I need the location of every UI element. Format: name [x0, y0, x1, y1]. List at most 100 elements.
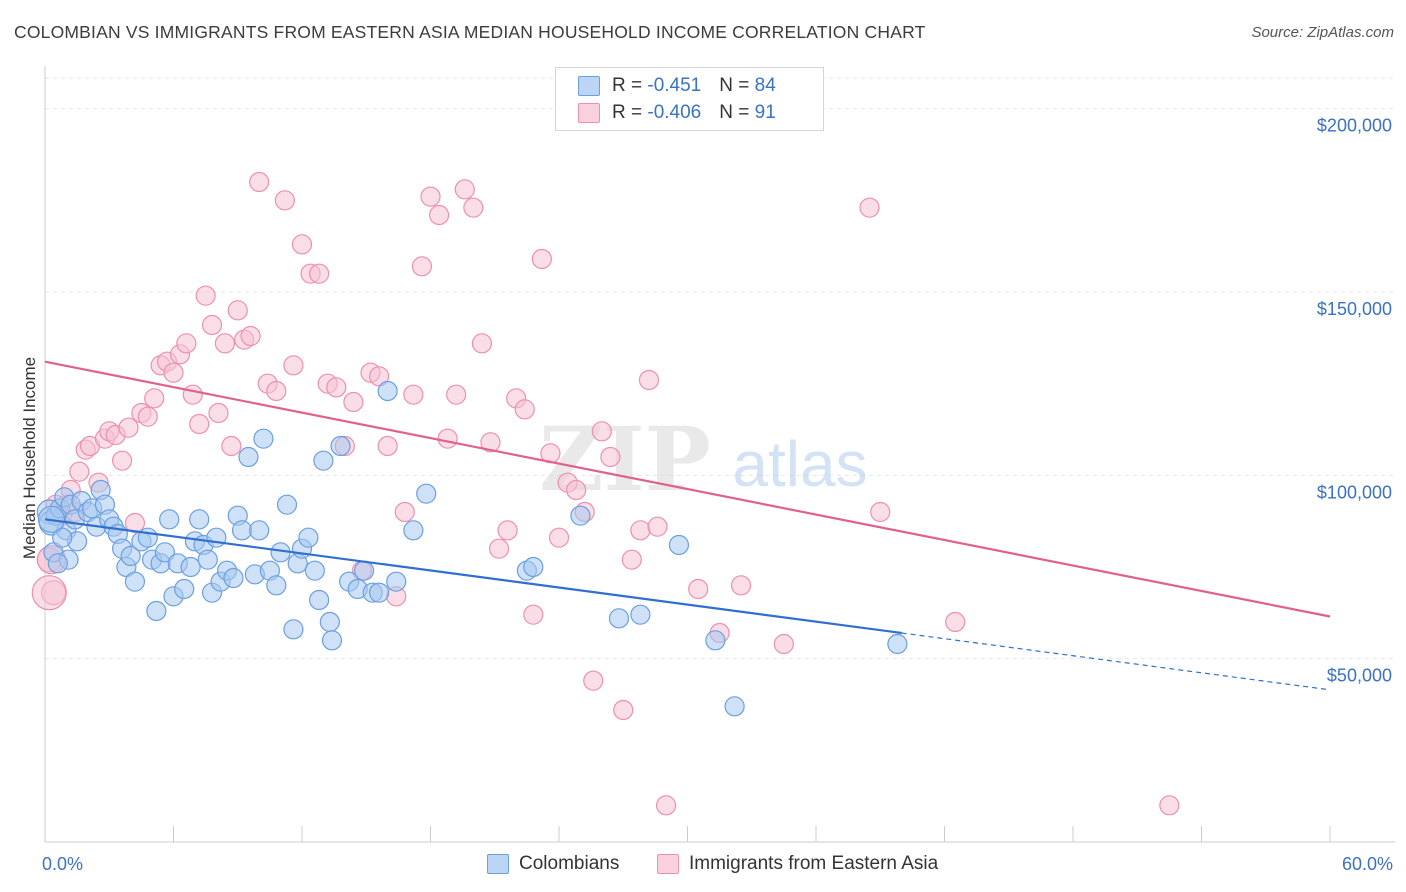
colombians-point	[705, 630, 726, 651]
immigrants-point	[591, 421, 612, 442]
colombians-point	[180, 556, 201, 578]
r-value: -0.451	[647, 75, 702, 96]
colombians-point	[298, 527, 319, 548]
immigrants-point	[870, 501, 891, 523]
immigrants-point	[69, 461, 90, 482]
colombians-point	[313, 450, 334, 471]
colombians-point	[321, 630, 343, 651]
watermark-atlas: atlas	[732, 428, 867, 500]
immigrants-point	[118, 417, 139, 438]
immigrants-point	[214, 333, 235, 354]
immigrants-point	[630, 520, 651, 541]
colombians-point	[354, 560, 375, 581]
immigrants-point	[249, 171, 270, 193]
immigrants-point	[621, 549, 642, 570]
colombians-point	[416, 483, 437, 504]
colombians-point	[174, 578, 195, 600]
immigrants-point	[480, 432, 501, 453]
immigrants-point	[566, 479, 587, 501]
n-value: 84	[754, 75, 776, 96]
r-value: -0.406	[647, 102, 702, 123]
immigrants-point	[446, 384, 467, 405]
series-immigrants-eastern-asia	[31, 171, 1180, 816]
x-tick-label: 0.0%	[42, 854, 83, 874]
watermark: ZIP atlas	[539, 407, 867, 511]
immigrants-point	[124, 512, 146, 534]
y-tick-label: $50,000	[1327, 666, 1392, 686]
immigrants-point	[688, 578, 709, 600]
immigrants-point	[111, 450, 133, 471]
immigrants-point	[859, 197, 880, 218]
colombians-point	[304, 560, 325, 581]
immigrants-point	[201, 314, 223, 336]
x-tick-label: 60.0%	[1342, 854, 1393, 874]
colombians-point	[189, 509, 210, 530]
immigrants-swatch	[578, 103, 600, 123]
colombians-point	[319, 611, 340, 633]
colombians-point	[52, 527, 73, 548]
y-tick-label: $100,000	[1317, 482, 1392, 502]
immigrants-point	[163, 362, 184, 383]
immigrants-point	[182, 384, 203, 405]
colombians-point	[120, 545, 141, 567]
colombians-point	[266, 575, 287, 596]
colombians-point	[154, 542, 176, 563]
colombians-point	[276, 494, 298, 515]
colombians-point	[159, 509, 180, 530]
stats-row-immigrants: R = -0.406 N = 91	[578, 100, 776, 126]
immigrants-point	[176, 333, 197, 354]
immigrants-point	[638, 369, 660, 391]
n-label: N =	[719, 102, 755, 123]
immigrants-point	[600, 446, 621, 468]
immigrants-point	[394, 501, 415, 523]
colombians-point	[47, 553, 68, 574]
immigrants-point	[497, 520, 518, 541]
immigrants-point	[283, 355, 304, 376]
tick-labels: $50,000 $100,000 $150,000 $200,000 0.0% 60.0%	[42, 116, 1393, 874]
immigrants-point	[613, 699, 634, 721]
stats-legend: R = -0.451 N = 84 R = -0.406 N = 91	[555, 67, 824, 131]
r-label: R =	[612, 102, 648, 123]
trend-lines	[44, 360, 1331, 691]
immigrants-point	[488, 538, 510, 559]
colombians-point	[197, 549, 218, 570]
colombians-point	[369, 582, 390, 603]
legend-item-immigrants[interactable]: Immigrants from Eastern Asia	[657, 851, 938, 877]
stats-row-colombians: R = -0.451 N = 84	[578, 73, 776, 99]
y-tick-label: $200,000	[1317, 116, 1392, 136]
colombians-point	[403, 520, 424, 541]
immigrants-point	[221, 435, 242, 457]
immigrants-point	[137, 406, 158, 427]
source-label: Source: ZipAtlas.com	[1251, 24, 1394, 41]
immigrants-point	[291, 234, 313, 255]
colombians-point	[309, 589, 330, 611]
colombians-point	[253, 428, 274, 449]
colombians-point	[630, 604, 651, 625]
immigrants-point	[647, 516, 668, 537]
colombians-point	[238, 446, 259, 468]
colombians-point	[386, 571, 407, 592]
n-value: 91	[754, 102, 776, 123]
immigrants-point	[471, 333, 492, 354]
colombians-swatch	[578, 76, 600, 96]
y-tick-label: $150,000	[1317, 299, 1392, 319]
immigrants-point	[730, 575, 752, 596]
immigrants-point	[266, 380, 287, 402]
colombians-point	[608, 608, 630, 629]
immigrants-point	[454, 179, 475, 200]
immigrants-point	[523, 604, 544, 625]
legend-item-colombians[interactable]: Colombians	[487, 851, 619, 877]
axes	[44, 66, 1395, 843]
immigrants-point	[420, 186, 441, 207]
chart-title: COLOMBIAN VS IMMIGRANTS FROM EASTERN ASI…	[14, 22, 926, 42]
immigrants-point	[144, 388, 165, 409]
colombians-point	[206, 527, 227, 548]
colombians-point	[231, 520, 253, 541]
y-axis-label: Median Household Income	[20, 357, 39, 559]
watermark-zip: ZIP	[539, 407, 711, 511]
immigrants-point	[428, 204, 450, 226]
immigrants-swatch	[657, 854, 679, 874]
immigrants-point	[463, 197, 484, 218]
colombians-point	[887, 633, 908, 655]
